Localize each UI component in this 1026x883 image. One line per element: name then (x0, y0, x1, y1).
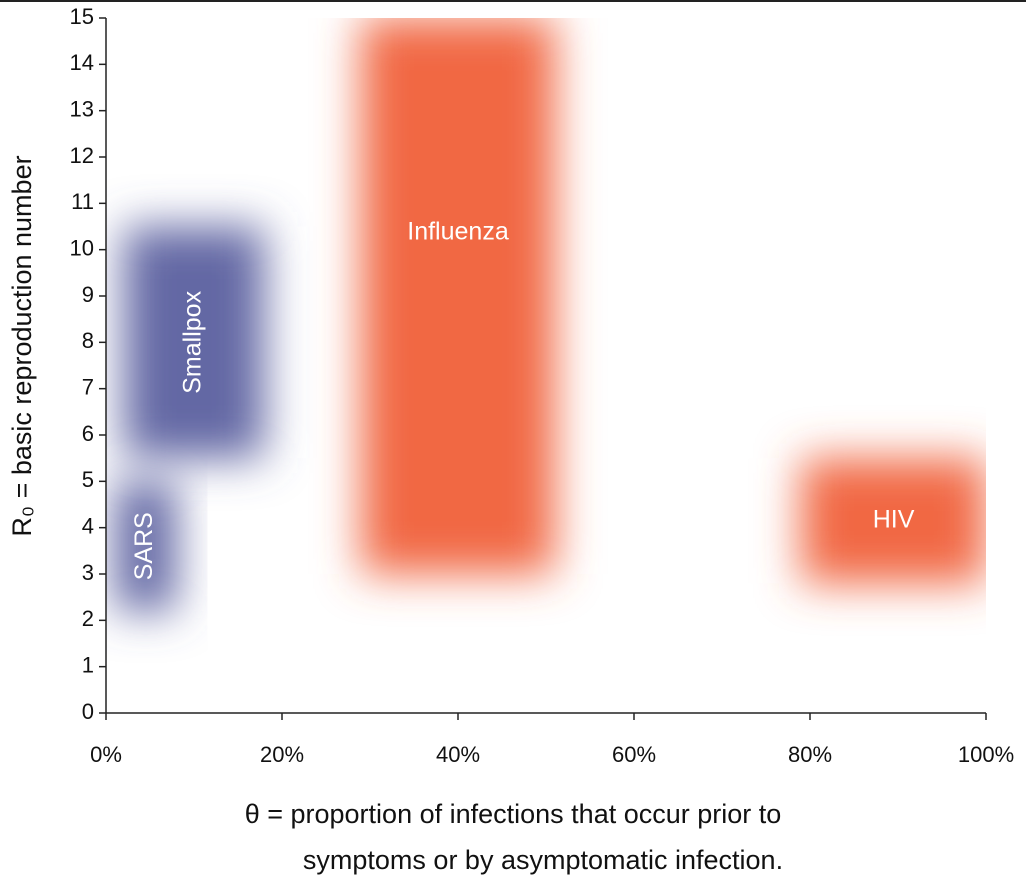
x-tick-label: 40% (436, 742, 480, 767)
regions (114, 18, 986, 612)
y-tick-label: 9 (82, 282, 94, 307)
region (361, 18, 555, 574)
region (801, 458, 986, 584)
y-tick-label: 15 (70, 4, 94, 29)
y-tick-label: 5 (82, 467, 94, 492)
x-tick-label: 60% (612, 742, 656, 767)
x-tick-label: 80% (788, 742, 832, 767)
region-label: HIV (873, 505, 915, 533)
y-axis-title: R₀ = basic reproduction number (7, 155, 37, 536)
y-tick-label: 8 (82, 328, 94, 353)
y-tick-label: 6 (82, 421, 94, 446)
y-tick-label: 10 (70, 235, 94, 260)
x-axis-title: θ = proportion of infections that occur … (245, 799, 782, 829)
y-tick-label: 4 (82, 513, 94, 538)
x-tick-label: 0% (90, 742, 122, 767)
y-tick-label: 12 (70, 143, 94, 168)
region (123, 226, 265, 459)
region (114, 481, 177, 612)
y-tick-label: 7 (82, 374, 94, 399)
y-tick-label: 11 (71, 189, 94, 214)
y-tick-label: 3 (82, 560, 94, 585)
y-tick-label: 14 (70, 50, 94, 75)
x-tick-label: 20% (260, 742, 304, 767)
y-tick-label: 2 (82, 606, 94, 631)
region-label: Smallpox (179, 290, 207, 393)
x-axis-title: symptoms or by asymptomatic infection. (303, 845, 783, 875)
y-tick-label: 13 (70, 96, 94, 121)
y-tick-label: 1 (82, 652, 94, 677)
region-label: Influenza (407, 218, 509, 246)
x-tick-label: 100% (958, 742, 1014, 767)
y-tick-label: 0 (82, 699, 94, 724)
region-label: SARS (130, 512, 158, 580)
